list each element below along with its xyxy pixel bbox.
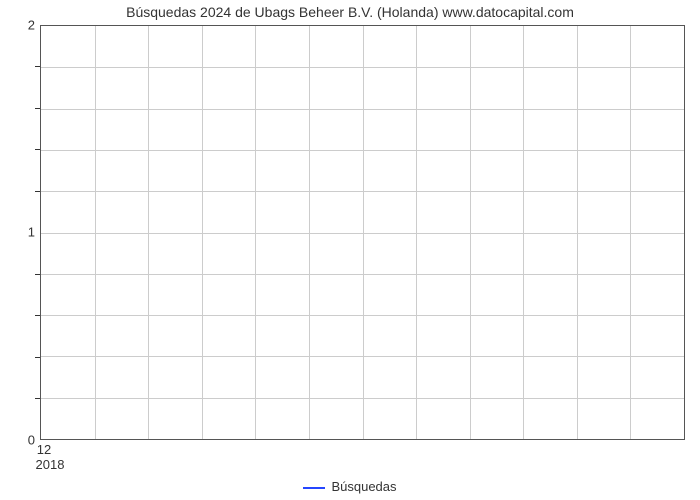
ytick-label-2: 2 <box>5 18 35 33</box>
legend-swatch <box>303 487 325 489</box>
gridline-h <box>41 315 684 316</box>
ytick-minor <box>35 191 40 192</box>
ytick-label-0: 0 <box>5 433 35 448</box>
gridline-h <box>41 150 684 151</box>
ytick-minor <box>35 149 40 150</box>
chart-title: Búsquedas 2024 de Ubags Beheer B.V. (Hol… <box>0 4 700 20</box>
gridline-h <box>41 191 684 192</box>
gridline-h <box>41 274 684 275</box>
gridline-h <box>41 67 684 68</box>
gridline-h <box>41 233 684 234</box>
plot-area <box>40 25 685 440</box>
ytick-label-1: 1 <box>5 225 35 240</box>
ytick-minor <box>35 398 40 399</box>
ytick-minor <box>35 108 40 109</box>
gridline-h <box>41 398 684 399</box>
x-secondary-label: 2018 <box>36 457 65 472</box>
xtick-label: 12 <box>37 442 51 457</box>
legend: Búsquedas <box>0 479 700 494</box>
gridline-h <box>41 109 684 110</box>
chart-container: Búsquedas 2024 de Ubags Beheer B.V. (Hol… <box>0 0 700 500</box>
ytick-minor <box>35 66 40 67</box>
ytick-minor <box>35 274 40 275</box>
legend-label: Búsquedas <box>331 479 396 494</box>
gridline-h <box>41 356 684 357</box>
ytick-minor <box>35 315 40 316</box>
ytick-minor <box>35 357 40 358</box>
